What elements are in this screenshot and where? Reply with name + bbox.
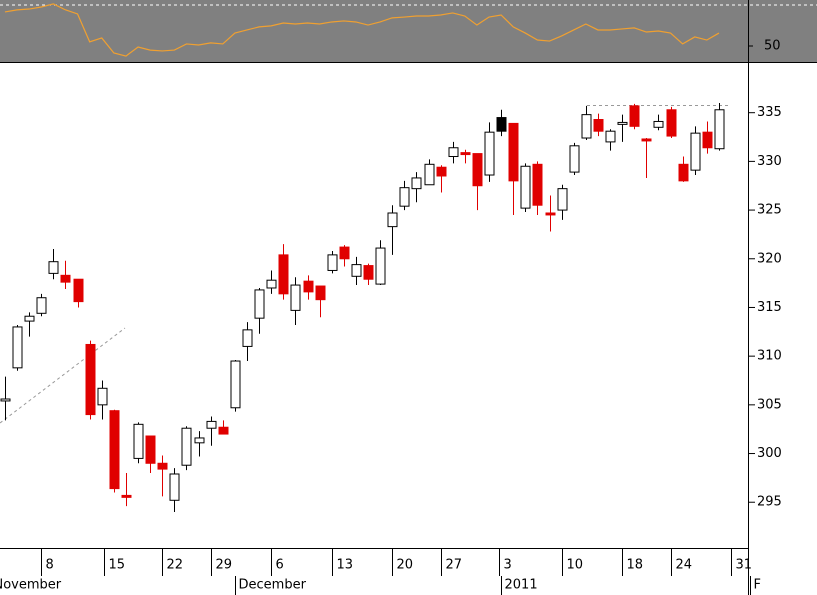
y-tick-label: 320 xyxy=(757,251,782,266)
indicator-background xyxy=(0,0,817,62)
candle-body xyxy=(472,153,483,187)
candle-body xyxy=(290,284,301,311)
y-tick-label: 310 xyxy=(757,349,782,364)
candle-body xyxy=(617,121,628,125)
month-label: November xyxy=(0,578,62,593)
candle-body xyxy=(436,166,447,177)
candle-body xyxy=(605,130,616,143)
candle-body xyxy=(629,105,640,127)
candle-body xyxy=(339,246,350,260)
indicator-line xyxy=(4,3,720,57)
x-tick-label: 13 xyxy=(337,558,354,573)
candle-body xyxy=(230,360,241,409)
candle-body xyxy=(532,163,543,206)
candle-body xyxy=(24,315,35,322)
candle-body xyxy=(109,410,120,490)
candle-body xyxy=(121,494,132,498)
x-tick-label: 31 xyxy=(736,558,753,573)
candle-body xyxy=(266,279,277,289)
candle-body xyxy=(666,109,677,137)
candle-body xyxy=(73,278,84,303)
candle-body xyxy=(520,165,531,209)
candle-body xyxy=(48,261,59,274)
x-tick-label: 22 xyxy=(167,558,184,573)
x-tick-label: 3 xyxy=(504,558,512,573)
candle-body xyxy=(363,265,374,280)
candle-body xyxy=(133,423,144,459)
y-tick-label: 300 xyxy=(757,446,782,461)
y-tick-label: 325 xyxy=(757,203,782,218)
candle-body xyxy=(303,280,314,293)
candle-body xyxy=(496,117,507,132)
candle-body xyxy=(557,188,568,211)
x-tick-label: 20 xyxy=(397,558,414,573)
candle-body xyxy=(278,254,289,295)
candle-body xyxy=(85,343,96,416)
x-tick-label: 27 xyxy=(446,558,463,573)
x-tick-label: 6 xyxy=(276,558,284,573)
month-label: 2011 xyxy=(505,578,538,593)
candle-body xyxy=(351,264,362,277)
x-tick-label: 24 xyxy=(676,558,693,573)
y-tick-label: 335 xyxy=(757,105,782,120)
candle-body xyxy=(375,247,386,285)
candle-body xyxy=(97,387,108,406)
candle-body xyxy=(690,132,701,171)
trend-line xyxy=(0,327,126,424)
candle-body xyxy=(545,212,556,216)
x-tick-label: 29 xyxy=(216,558,233,573)
candle-body xyxy=(218,426,229,435)
candle-body xyxy=(641,138,652,142)
candle-body xyxy=(653,120,664,128)
x-tick-label: 15 xyxy=(109,558,126,573)
candle-body xyxy=(60,274,71,283)
candle-body xyxy=(254,289,265,319)
candle-body xyxy=(714,109,725,150)
candle-body xyxy=(593,119,604,132)
candle-body xyxy=(424,163,435,186)
y-tick-label: 50 xyxy=(764,38,781,53)
candle-body xyxy=(181,427,192,466)
candle-body xyxy=(581,114,592,139)
candle-body xyxy=(702,131,713,149)
candle-body xyxy=(194,437,205,444)
candle-body xyxy=(206,420,217,429)
candle-body xyxy=(315,285,326,301)
candle-body xyxy=(387,212,398,228)
candle-body xyxy=(508,122,519,182)
y-tick-label: 330 xyxy=(757,154,782,169)
x-tick-label: 18 xyxy=(627,558,644,573)
candle-body xyxy=(484,131,495,176)
candle-body xyxy=(157,462,168,470)
candle-body xyxy=(678,163,689,182)
candle-body xyxy=(411,177,422,190)
y-tick-label: 305 xyxy=(757,397,782,412)
candle-body xyxy=(169,473,180,501)
candle-body xyxy=(460,152,471,156)
x-tick-label: 8 xyxy=(46,558,54,573)
y-tick-label: 315 xyxy=(757,300,782,315)
month-label: F xyxy=(754,578,761,593)
candle-body xyxy=(36,297,47,314)
candle-body xyxy=(399,187,410,207)
candle-body xyxy=(448,147,459,158)
x-tick-label: 10 xyxy=(567,558,584,573)
candle-body xyxy=(569,145,580,173)
candle-body xyxy=(327,254,338,271)
candle-body xyxy=(242,329,253,347)
month-label: December xyxy=(239,578,307,593)
candle-body xyxy=(0,398,11,402)
candle-body xyxy=(145,435,156,464)
y-tick-label: 295 xyxy=(757,495,782,510)
candle-body xyxy=(12,326,23,369)
